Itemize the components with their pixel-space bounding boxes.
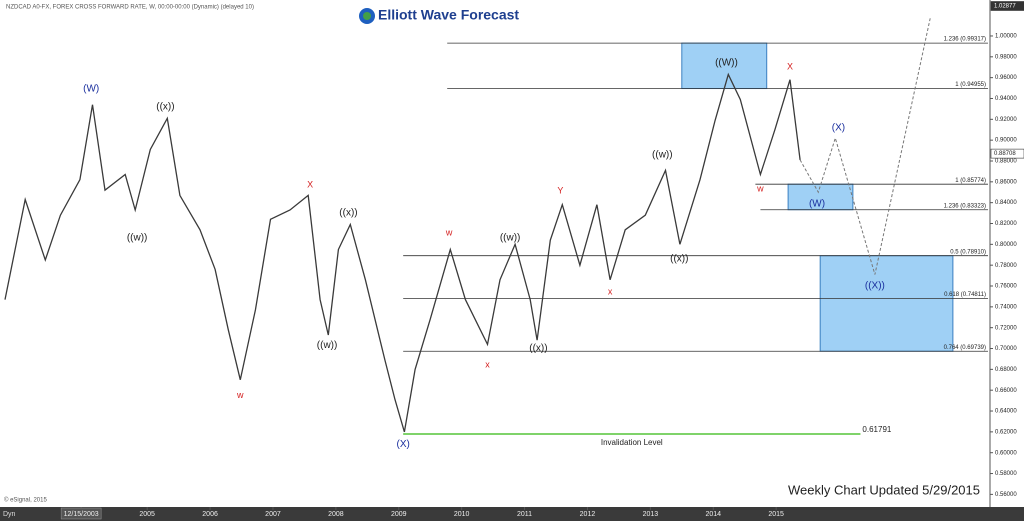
wave-label: ((w))	[652, 149, 673, 160]
x-tick-box	[60, 507, 102, 520]
y-tick-label: 0.90000	[995, 138, 1017, 144]
invalidation-value: 0.61791	[862, 425, 891, 434]
target-zone	[819, 255, 954, 352]
wave-label: x	[485, 360, 490, 370]
axis-marker-label: 0.88708	[994, 151, 1016, 157]
x-tick-label: 2015	[768, 511, 784, 518]
fib-label: 0.5 (0.78910)	[950, 249, 986, 255]
header: NZDCAD A0-FX, FOREX CROSS FORWARD RATE, …	[6, 5, 254, 11]
wave-label: ((X))	[865, 281, 885, 292]
x-tick-label: 2013	[643, 511, 659, 518]
wave-label: ((x))	[156, 101, 174, 112]
axis-marker-label: 1.02877	[994, 4, 1016, 10]
y-tick-label: 0.66000	[995, 388, 1017, 394]
wave-label: w	[756, 183, 764, 193]
y-tick-label: 0.92000	[995, 117, 1017, 123]
wave-label: (X)	[832, 122, 845, 133]
wave-label: X	[787, 62, 793, 72]
x-tick-label: 2006	[202, 511, 218, 518]
wave-label: ((W))	[715, 58, 738, 69]
x-tick-label: 2010	[454, 511, 470, 518]
wave-label: ((w))	[127, 233, 148, 244]
y-tick-label: 0.88000	[995, 159, 1017, 165]
y-tick-label: 0.78000	[995, 263, 1017, 269]
fib-label: 1 (0.94955)	[955, 82, 986, 88]
x-tick-label: 2009	[391, 511, 407, 518]
y-tick-label: 0.72000	[995, 325, 1017, 331]
logo-icon-inner	[363, 12, 371, 20]
wave-label: (W)	[809, 198, 825, 209]
wave-label: x	[608, 287, 613, 297]
wave-label: ((x))	[339, 208, 357, 219]
x-tick-label: 12/15/2003	[64, 511, 99, 518]
y-tick-label: 0.98000	[995, 54, 1017, 60]
y-tick-label: 0.84000	[995, 200, 1017, 206]
x-tick-label: 2011	[517, 511, 532, 518]
wave-label: w	[236, 390, 244, 400]
x-tick-label: 2008	[328, 511, 344, 518]
x-tick-label: 2012	[580, 511, 596, 518]
fib-label: 1.236 (0.83323)	[944, 203, 986, 209]
invalidation-text: Invalidation Level	[601, 438, 663, 447]
x-tick-label: 2014	[705, 511, 721, 518]
fib-label: 0.764 (0.69739)	[944, 345, 986, 351]
logo: Elliott Wave Forecast	[359, 7, 519, 24]
copyright: © eSignal, 2015	[4, 497, 47, 504]
wave-label: w	[445, 227, 453, 237]
x-axis-strip	[0, 507, 1024, 521]
y-tick-label: 0.74000	[995, 304, 1017, 310]
wave-label: X	[307, 179, 313, 189]
y-tick-label: 1.00000	[995, 34, 1017, 40]
wave-label: ((x))	[529, 343, 547, 354]
y-tick-label: 0.58000	[995, 471, 1017, 477]
axis-marker-box	[990, 1, 1024, 11]
corner-label: Dyn	[3, 511, 16, 518]
wave-label: ((x))	[670, 254, 688, 265]
y-tick-label: 0.82000	[995, 221, 1017, 227]
fib-label: 1.236 (0.99317)	[944, 37, 986, 43]
update-note: Weekly Chart Updated 5/29/2015	[788, 482, 980, 497]
wave-label: (X)	[396, 439, 409, 450]
x-tick-label: 2007	[265, 511, 281, 518]
y-tick-label: 0.56000	[995, 492, 1017, 498]
fib-label: 0.618 (0.74811)	[944, 292, 986, 298]
y-tick-label: 0.70000	[995, 346, 1017, 352]
wave-label: ((w))	[317, 340, 338, 351]
axis-marker-box	[990, 148, 1024, 159]
y-tick-label: 0.68000	[995, 367, 1017, 373]
y-tick-label: 0.64000	[995, 409, 1017, 415]
y-tick-label: 0.86000	[995, 179, 1017, 185]
y-tick-label: 0.60000	[995, 450, 1017, 456]
fib-label: 1 (0.85774)	[955, 178, 986, 184]
logo-text: Elliott Wave Forecast	[378, 7, 519, 23]
y-tick-label: 0.80000	[995, 242, 1017, 248]
wave-label: ((w))	[500, 233, 521, 244]
y-tick-label: 0.96000	[995, 75, 1017, 81]
y-tick-label: 0.62000	[995, 429, 1017, 435]
y-tick-label: 0.94000	[995, 96, 1017, 102]
wave-label: (W)	[83, 84, 99, 95]
wave-label: Y	[557, 186, 563, 196]
price-line	[4, 72, 801, 433]
y-tick-label: 0.76000	[995, 284, 1017, 290]
x-tick-label: 2005	[139, 511, 155, 518]
target-zone	[787, 183, 854, 211]
